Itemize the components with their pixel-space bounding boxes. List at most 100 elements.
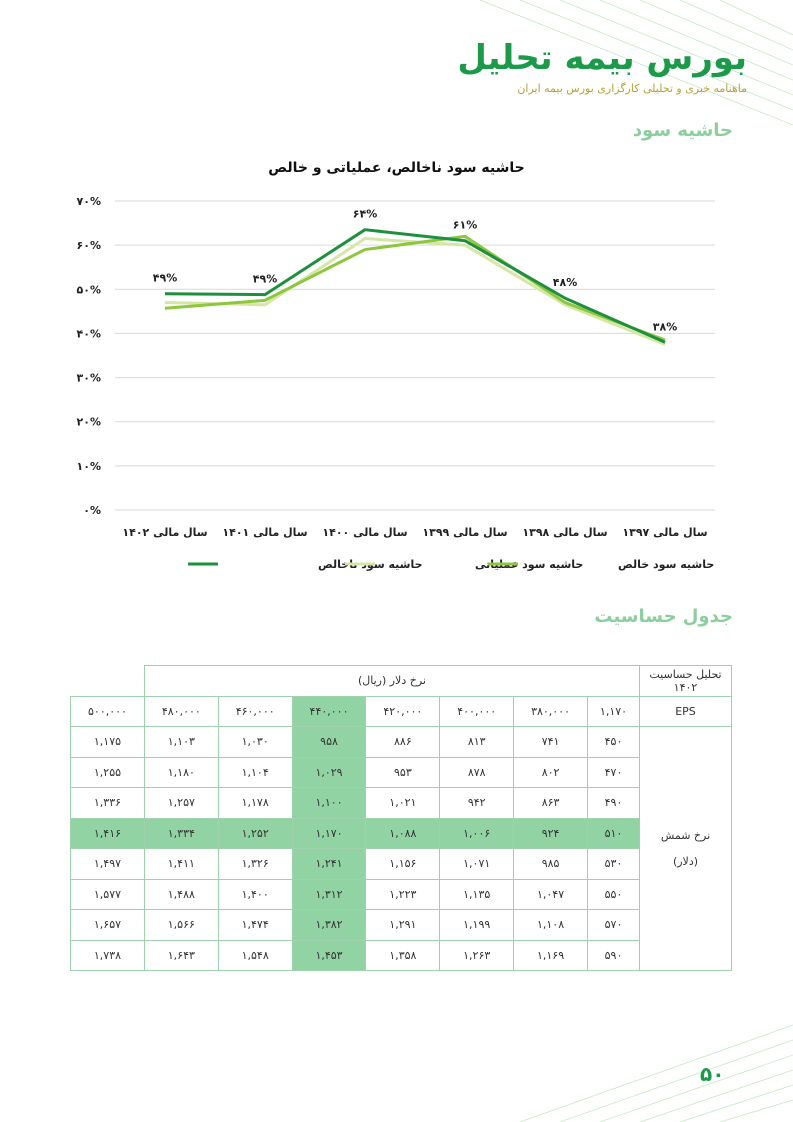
table-side-header: نرخ شمش (دلار) (639, 726, 732, 971)
table-cell: ۱,۰۷۱ (439, 848, 515, 880)
table-row: نرخ شمش (دلار) ۴۵۰ ۷۴۱ ۸۱۳ ۸۸۶ ۹۵۸ ۱,۰۳۰ ۱,۱۰۳ ۱… (70, 726, 732, 971)
table-row: ۵۵۰ ۱,۰۴۷ ۱,۱۳۵ ۱,۲۲۳ ۱,۳۱۲ ۱,۴۰۰ ۱,۴۸۸ ۱,۵۷۷ (70, 878, 732, 910)
table-row: ۵۳۰ ۹۸۵ ۱,۰۷۱ ۱,۱۵۶ ۱,۲۴۱ ۱,۳۲۶ ۱,۴۱۱ ۱,۴۹۷ (70, 848, 732, 880)
table-cell: ۹۵۳ (365, 756, 441, 788)
table-row-label: ۴۵۰ (586, 726, 641, 758)
table-cell: ۸۶۳ (513, 787, 588, 819)
table-row: ۴۹۰ ۸۶۳ ۹۴۲ ۱,۰۲۱ ۱,۱۰۰ ۱,۱۷۸ ۱,۲۵۷ ۱,۳۳۶ (70, 787, 732, 819)
corner-decoration-bottom (519, 1024, 793, 1122)
table-cell: ۸۷۸ (439, 756, 515, 788)
table-cell: ۱,۱۶۹ (513, 939, 588, 971)
table-cell: ۱,۲۵۷ (143, 787, 219, 819)
table-cell: ۱,۳۵۸ (365, 939, 441, 971)
brand-title: بورس بیمه تحلیل (457, 38, 748, 78)
table-column-header: ۴۴۰,۰۰۰ (291, 695, 367, 727)
table-cell: ۱,۱۰۴ (217, 756, 293, 788)
table-cell: ۱,۶۵۷ (70, 909, 145, 941)
table-cell: ۱,۱۳۵ (439, 878, 515, 910)
table-cell: ۱,۳۳۴ (143, 817, 219, 849)
table-cell: ۱,۲۵۵ (70, 756, 145, 788)
table-cell: ۱,۰۴۷ (513, 878, 588, 910)
table-cell: ۸۰۲ (513, 756, 588, 788)
table-cell: ۱,۱۰۸ (513, 909, 588, 941)
table-column-header: ۴۲۰,۰۰۰ (365, 695, 441, 727)
table-cell: ۱,۲۵۲ (217, 817, 293, 849)
series-line-2 (164, 234, 666, 342)
table-cell: ۱,۵۷۷ (70, 878, 145, 910)
table-row-label: ۵۱۰ (586, 817, 641, 849)
table-row: ۵۹۰ ۱,۱۶۹ ۱,۲۶۳ ۱,۳۵۸ ۱,۴۵۳ ۱,۵۴۸ ۱,۶۴۳ ۱,۷۳۸ (70, 939, 732, 971)
table-cell: ۱,۵۴۸ (217, 939, 293, 971)
data-label: ۶۱% (453, 219, 477, 232)
table-column-header: ۳۸۰,۰۰۰ (513, 695, 588, 727)
table-cell: ۱,۲۴۱ (291, 848, 367, 880)
data-label: ۶۴% (353, 208, 377, 221)
table-cell: ۱,۶۴۳ (143, 939, 219, 971)
y-tick-label: ۲۰% (77, 416, 101, 429)
table-row: ۵۷۰ ۱,۱۰۸ ۱,۱۹۹ ۱,۲۹۱ ۱,۳۸۲ ۱,۴۷۴ ۱,۵۶۶ ۱,۶۵۷ (70, 909, 732, 941)
table-column-header: ۴۶۰,۰۰۰ (217, 695, 293, 727)
table-cell: ۱,۱۰۰ (291, 787, 367, 819)
table-cell: ۱,۰۲۱ (365, 787, 441, 819)
table-row-label: ۴۷۰ (586, 756, 641, 788)
y-tick-label: ۷۰% (77, 195, 101, 208)
table-cell: ۱,۵۶۶ (143, 909, 219, 941)
x-tick-label: سال مالی ۱۴۰۲ (122, 526, 207, 539)
table-column-header: ۴۸۰,۰۰۰ (143, 695, 219, 727)
brand-subtitle: ماهنامه خبری و تحلیلی کارگزاری بورس بیمه… (517, 82, 747, 95)
series-line-1 (164, 237, 666, 346)
table-row: ۴۷۰ ۸۰۲ ۸۷۸ ۹۵۳ ۱,۰۲۹ ۱,۱۰۴ ۱,۱۸۰ ۱,۲۵۵ (70, 756, 732, 788)
data-label: ۴۹% (253, 273, 277, 286)
table-cell: ۱,۲۶۳ (439, 939, 515, 971)
table-corner-value: ۱,۱۷۰ (586, 695, 641, 727)
table-cell: ۹۸۵ (513, 848, 588, 880)
table-cell: ۱,۱۰۳ (143, 726, 219, 758)
table-cell: ۱,۱۹۹ (439, 909, 515, 941)
table-top-header: نرخ دلار (ریال) (143, 665, 641, 697)
margin-line-chart: ۰% ۱۰% ۲۰% ۳۰% ۴۰% ۵۰% ۶۰% ۷۰% سال مالی ۱۳۹۷ سال … (77, 195, 715, 571)
section-title-sensitivity: جدول حساسیت (594, 606, 733, 627)
table-cell: ۱,۴۱۶ (70, 817, 145, 849)
table-cell: ۱,۴۷۴ (217, 909, 293, 941)
table-cell: ۱,۴۰۰ (217, 878, 293, 910)
page-number: ۵۰ (700, 1062, 725, 1086)
legend-label: حاشیه سود خالص (618, 558, 714, 571)
section-title-margin: حاشیه سود (632, 120, 733, 141)
x-tick-label: سال مالی ۱۴۰۰ (322, 526, 407, 539)
table-cell: ۹۵۸ (291, 726, 367, 758)
table-row-label: ۵۹۰ (586, 939, 641, 971)
table-cell: ۱,۰۲۹ (291, 756, 367, 788)
data-label: ۳۸% (653, 320, 677, 333)
table-cell: ۱,۰۰۶ (439, 817, 515, 849)
sensitivity-table: تحلیل حساسیت ۱۴۰۲ نرخ دلار (ریال) EPS ۱,… (70, 665, 732, 971)
table-cell: ۱,۴۱۱ (143, 848, 219, 880)
x-tick-label: سال مالی ۱۴۰۱ (222, 526, 307, 539)
table-cell: ۱,۴۸۸ (143, 878, 219, 910)
y-tick-label: ۱۰% (77, 460, 101, 473)
table-row-label: ۵۳۰ (586, 848, 641, 880)
table-cell: ۱,۲۲۳ (365, 878, 441, 910)
table-cell: ۱,۰۸۸ (365, 817, 441, 849)
chart-title: حاشیه سود ناخالص، عملیاتی و خالص (268, 160, 525, 176)
table-cell: ۱,۲۹۱ (365, 909, 441, 941)
legend-label: حاشیه سود عملیاتی (475, 558, 583, 571)
table-cell: ۱,۱۸۰ (143, 756, 219, 788)
table-cell: ۱,۳۱۲ (291, 878, 367, 910)
table-cell: ۱,۱۷۰ (291, 817, 367, 849)
table-column-header: ۴۰۰,۰۰۰ (439, 695, 515, 727)
table-row-label: ۴۹۰ (586, 787, 641, 819)
y-tick-label: ۵۰% (77, 283, 101, 296)
table-cell: ۷۴۱ (513, 726, 588, 758)
y-tick-label: ۰% (83, 504, 101, 517)
table-cell: ۱,۰۳۰ (217, 726, 293, 758)
table-cell: ۸۱۳ (439, 726, 515, 758)
table-cell: ۱,۳۳۶ (70, 787, 145, 819)
table-cell: ۱,۱۷۵ (70, 726, 145, 758)
data-label: ۴۸% (553, 276, 577, 289)
y-tick-label: ۳۰% (77, 372, 101, 385)
table-row-label: ۵۷۰ (586, 909, 641, 941)
x-tick-label: سال مالی ۱۳۹۸ (522, 526, 607, 539)
table-cell: ۱,۳۲۶ (217, 848, 293, 880)
corner-decoration-top (479, 0, 793, 126)
table-cell: ۸۸۶ (365, 726, 441, 758)
